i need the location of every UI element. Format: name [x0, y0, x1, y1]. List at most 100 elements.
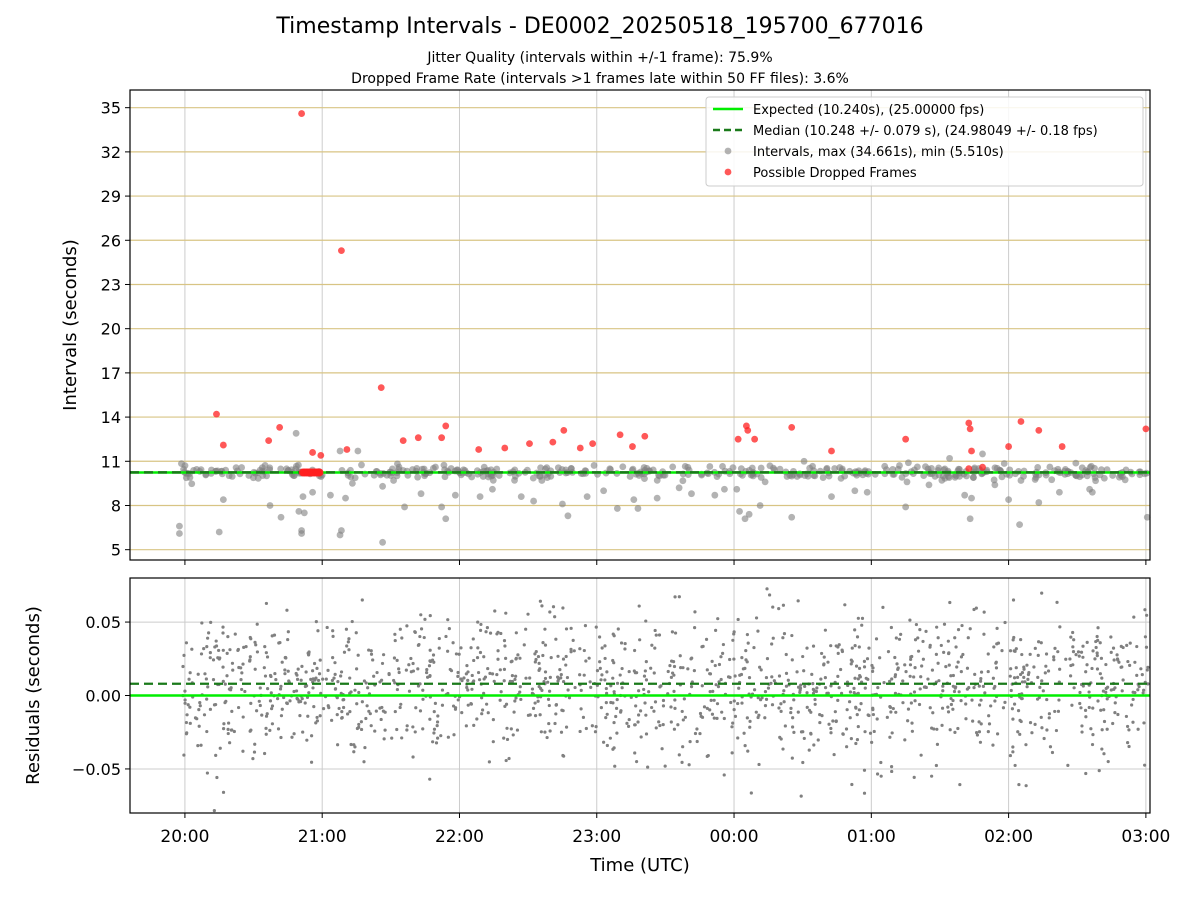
residual-point: [747, 676, 752, 680]
residual-point: [634, 760, 639, 764]
residual-point: [683, 715, 687, 719]
residual-point: [578, 673, 582, 677]
residual-point: [1032, 665, 1036, 669]
residual-point: [534, 650, 538, 654]
residual-point: [268, 673, 273, 678]
residual-point: [862, 791, 867, 795]
residual-point: [380, 705, 384, 710]
residual-point: [460, 710, 464, 715]
residual-point: [1127, 744, 1131, 749]
residual-point: [820, 651, 824, 656]
residual-point: [920, 664, 924, 668]
residual-point: [208, 651, 212, 655]
residual-point: [834, 719, 838, 723]
residual-point: [190, 647, 194, 651]
dropped-frame-point: [1035, 426, 1043, 434]
residual-point: [538, 667, 542, 671]
residual-point: [283, 672, 287, 676]
residual-point: [953, 636, 957, 640]
residual-point: [466, 688, 470, 692]
residual-point: [669, 705, 673, 709]
residual-point: [847, 700, 852, 704]
residual-point: [573, 685, 577, 690]
residual-point: [280, 707, 284, 711]
interval-point: [476, 493, 484, 501]
residual-point: [212, 703, 217, 707]
residual-point: [243, 689, 247, 694]
residual-point: [733, 714, 738, 718]
residual-point: [1125, 643, 1129, 647]
residual-point: [324, 677, 328, 681]
residual-point: [295, 696, 299, 700]
residual-point: [493, 609, 497, 613]
residual-point: [484, 630, 488, 634]
residual-point: [1084, 670, 1088, 674]
residual-point: [876, 686, 880, 690]
residual-point: [644, 619, 648, 623]
residual-point: [1087, 690, 1091, 694]
residual-point: [425, 668, 429, 672]
residual-point: [285, 701, 289, 705]
interval-point: [939, 472, 947, 480]
residual-point: [1056, 709, 1061, 713]
residual-point: [1113, 711, 1117, 715]
residual-point: [482, 691, 486, 695]
residual-point: [411, 669, 416, 673]
residual-point: [930, 726, 934, 730]
residual-point: [728, 657, 732, 662]
residual-point: [811, 691, 816, 695]
residual-point: [812, 743, 816, 747]
residual-point: [1011, 717, 1015, 721]
interval-point: [1091, 474, 1099, 481]
interval-point: [390, 477, 397, 484]
residual-point: [763, 704, 768, 708]
interval-point: [414, 473, 422, 481]
residual-point: [248, 658, 252, 662]
residual-point: [849, 737, 853, 741]
residual-point: [559, 730, 564, 734]
interval-point: [299, 493, 307, 501]
residual-point: [354, 631, 358, 635]
interval-point: [675, 484, 683, 492]
residual-point: [382, 737, 386, 741]
residual-point: [456, 674, 460, 678]
residual-point: [871, 666, 875, 670]
residual-point: [852, 691, 856, 695]
residual-point: [188, 671, 192, 675]
residual-point: [541, 653, 545, 658]
residual-point: [1127, 728, 1131, 732]
residual-point: [413, 730, 417, 734]
residual-point: [1145, 613, 1149, 617]
residual-point: [347, 637, 351, 641]
residual-point: [582, 648, 586, 653]
residual-point: [879, 774, 883, 778]
residual-point: [317, 672, 322, 676]
residual-point: [1040, 726, 1044, 730]
residual-point: [290, 735, 294, 739]
residual-point: [237, 665, 241, 670]
residual-point: [306, 714, 310, 718]
residual-point: [956, 726, 960, 731]
residual-point: [1097, 768, 1101, 773]
residual-point: [451, 641, 455, 645]
residual-point: [480, 696, 484, 700]
residual-point: [692, 669, 696, 673]
residual-point: [363, 745, 367, 750]
residual-point: [837, 686, 841, 690]
residual-point: [731, 638, 735, 642]
residual-point: [836, 645, 840, 649]
interval-point: [737, 465, 745, 473]
residual-point: [333, 672, 337, 677]
residual-point: [872, 729, 876, 734]
residual-point: [239, 678, 243, 682]
residual-point: [1096, 699, 1100, 703]
residual-point: [211, 678, 216, 682]
residual-point: [1106, 685, 1110, 689]
residual-point: [1012, 649, 1016, 653]
residual-point: [556, 675, 560, 679]
residual-point: [1078, 690, 1082, 695]
residual-point: [375, 670, 379, 675]
residual-point: [452, 733, 456, 737]
residual-point: [1020, 652, 1024, 657]
